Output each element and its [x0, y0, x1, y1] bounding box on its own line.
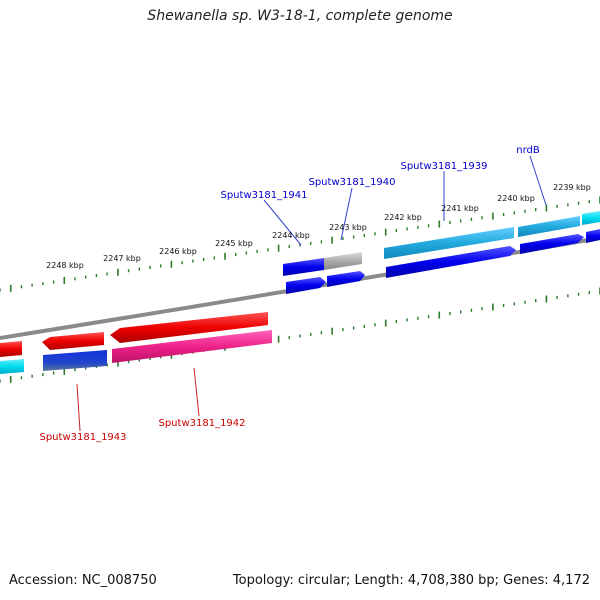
cds-sputw3181-1940-inner[interactable] — [327, 271, 365, 287]
leader-sputw3181-1941 — [263, 199, 302, 246]
topology-text: Topology: circular; Length: 4,708,380 bp… — [232, 573, 590, 588]
tick-label-2246: 2246 kbp — [159, 247, 197, 256]
upper-tick-track — [0, 196, 600, 292]
gene-label-sputw3181-1941: Sputw3181_1941 — [220, 190, 307, 201]
tick-label-2248: 2248 kbp — [46, 261, 84, 270]
tick-label-2242: 2242 kbp — [384, 213, 422, 222]
cds-sputw3181-1942-inner[interactable] — [112, 330, 272, 363]
tick-label-2241: 2241 kbp — [441, 204, 479, 213]
cds-nrdB-outer[interactable] — [518, 216, 580, 237]
cds-cyan-left-edge[interactable] — [0, 359, 24, 374]
cds-blue-edge[interactable] — [586, 229, 600, 243]
leader-sputw3181-1940 — [340, 187, 353, 241]
tick-label-2245: 2245 kbp — [215, 239, 253, 248]
tick-label-2243: 2243 kbp — [329, 223, 367, 232]
leader-nrdB — [529, 155, 547, 206]
leader-sputw3181-1943 — [76, 383, 81, 432]
tick-label-2247: 2247 kbp — [103, 254, 141, 263]
cds-sputw3181-1943-inner[interactable] — [43, 350, 107, 371]
tick-label-2240: 2240 kbp — [497, 194, 535, 203]
cds-sputw3181-1943-outer[interactable] — [42, 332, 104, 350]
cds-sputw3181-1939-inner[interactable] — [386, 246, 516, 278]
gene-label-sputw3181-1943: Sputw3181_1943 — [39, 432, 126, 443]
gene-label-sputw3181-1942: Sputw3181_1942 — [158, 418, 245, 429]
cds-nrdB-inner[interactable] — [520, 234, 584, 254]
cds-sputw3181-1940-outer[interactable] — [324, 252, 362, 270]
cds-sputw3181-1939-outer[interactable] — [384, 227, 514, 259]
accession-text: Accession: NC_008750 — [9, 573, 157, 588]
tick-label-2244: 2244 kbp — [272, 231, 310, 240]
cds-sputw3181-1941-inner[interactable] — [286, 277, 326, 294]
map-title: Shewanella sp. W3-18-1, complete genome — [147, 8, 453, 24]
cds-sputw3181-1941-outer[interactable] — [283, 258, 324, 276]
leader-sputw3181-1942 — [193, 367, 200, 417]
tick-label-2239: 2239 kbp — [553, 183, 591, 192]
cds-sputw3181-1942-outer[interactable] — [110, 312, 268, 343]
gene-label-nrdB: nrdB — [516, 145, 540, 156]
gene-label-sputw3181-1939: Sputw3181_1939 — [400, 161, 487, 172]
cds-red-left-edge[interactable] — [0, 341, 22, 357]
cds-cyan-edge[interactable] — [582, 211, 600, 225]
gene-label-sputw3181-1940: Sputw3181_1940 — [308, 177, 395, 188]
